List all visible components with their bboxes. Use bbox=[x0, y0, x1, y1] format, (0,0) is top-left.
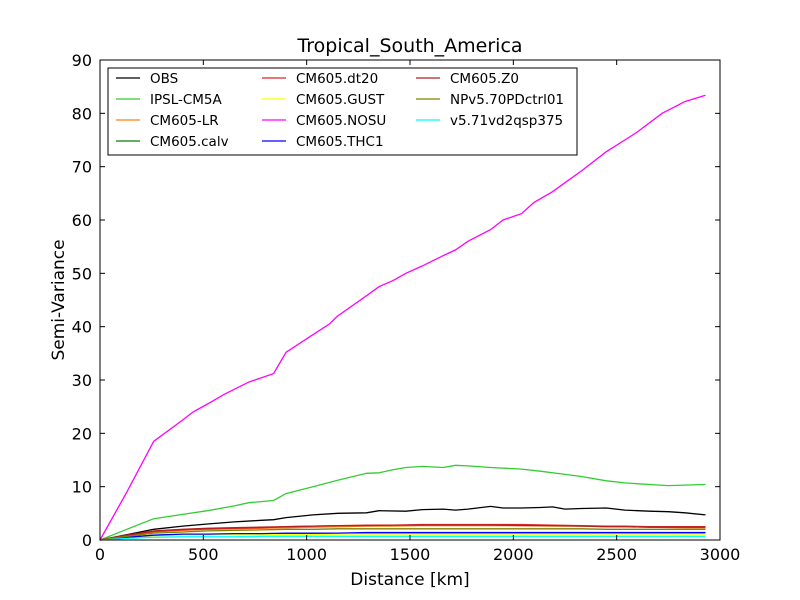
x-tick-label: 1500 bbox=[390, 545, 431, 564]
y-tick-label: 80 bbox=[72, 104, 92, 123]
series-line-cm605-gust bbox=[99, 533, 706, 541]
legend-entry: CM605.NOSU bbox=[262, 113, 386, 129]
chart-title: Tropical_South_America bbox=[296, 35, 522, 57]
x-tick-label: 0 bbox=[95, 545, 105, 564]
x-tick-label: 2500 bbox=[596, 545, 637, 564]
legend-label: NPv5.70PDctrl01 bbox=[450, 92, 564, 108]
y-tick-label: 40 bbox=[72, 318, 92, 337]
legend-entry: CM605.calv bbox=[116, 134, 229, 150]
y-tick-label: 20 bbox=[72, 424, 92, 443]
series-layer bbox=[99, 94, 706, 541]
ticks-layer: 0 500 1000 1500 2000 2500 3000 0 10 20 30 40 50 60 70 8… bbox=[72, 51, 741, 564]
series-line-npv5-70pdctrl01 bbox=[99, 528, 706, 541]
series-line-cm605-thc1 bbox=[99, 531, 706, 541]
y-tick-label: 30 bbox=[72, 371, 92, 390]
legend-label: CM605.Z0 bbox=[450, 71, 519, 87]
y-tick-label: 0 bbox=[82, 531, 92, 550]
y-tick-label: 60 bbox=[72, 211, 92, 230]
legend-label: CM605.GUST bbox=[296, 92, 385, 108]
legend-label: CM605.NOSU bbox=[296, 113, 386, 129]
legend-entry: CM605.THC1 bbox=[262, 134, 384, 150]
legend: OBS IPSL-CM5A CM605-LR CM605.calv CM605.dt20… bbox=[107, 67, 578, 156]
legend-entry: NPv5.70PDctrl01 bbox=[416, 92, 564, 108]
x-tick-label: 3000 bbox=[700, 545, 741, 564]
legend-label: CM605.THC1 bbox=[296, 134, 384, 150]
series-line-ipsl-cm5a bbox=[99, 464, 706, 541]
legend-label: CM605.dt20 bbox=[296, 71, 378, 87]
x-tick-label: 2000 bbox=[493, 545, 534, 564]
legend-entry: CM605.GUST bbox=[262, 92, 385, 108]
y-tick-label: 70 bbox=[72, 158, 92, 177]
legend-entry: CM605.dt20 bbox=[262, 71, 378, 87]
legend-box bbox=[107, 67, 578, 156]
series-line-cm605-z0 bbox=[99, 524, 706, 541]
y-tick-label: 10 bbox=[72, 478, 92, 497]
series-line-obs bbox=[99, 505, 706, 541]
legend-label: CM605-LR bbox=[150, 113, 219, 129]
legend-entry: IPSL-CM5A bbox=[116, 92, 223, 108]
x-tick-label: 500 bbox=[188, 545, 219, 564]
legend-entry: CM605.Z0 bbox=[416, 71, 519, 87]
x-tick-label: 1000 bbox=[286, 545, 327, 564]
legend-entry: OBS bbox=[116, 71, 178, 87]
legend-label: v5.71vd2qsp375 bbox=[450, 113, 563, 129]
y-tick-label: 90 bbox=[72, 51, 92, 70]
series-line-v5-71vd2qsp375 bbox=[99, 535, 706, 541]
y-tick-label: 50 bbox=[72, 264, 92, 283]
legend-label: CM605.calv bbox=[150, 134, 229, 150]
y-axis-label: Semi-Variance bbox=[49, 239, 69, 360]
legend-label: OBS bbox=[150, 71, 178, 87]
legend-label: IPSL-CM5A bbox=[150, 92, 223, 108]
legend-entry: CM605-LR bbox=[116, 113, 219, 129]
x-axis-label: Distance [km] bbox=[350, 570, 469, 590]
legend-entry: v5.71vd2qsp375 bbox=[416, 113, 563, 129]
series-line-cm605-nosu bbox=[99, 94, 706, 541]
